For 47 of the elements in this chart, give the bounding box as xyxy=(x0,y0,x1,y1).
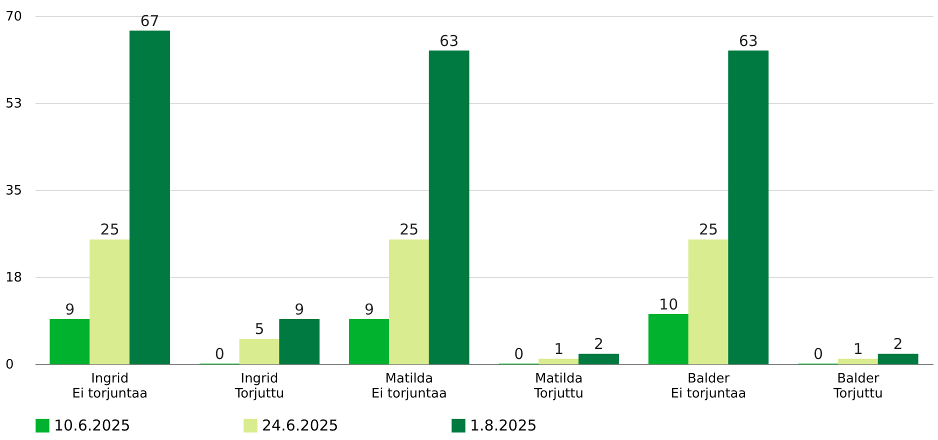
y-tick-label: 18 xyxy=(6,270,22,286)
bar xyxy=(239,338,280,364)
bar xyxy=(50,319,90,364)
data-label: 2 xyxy=(893,335,903,354)
data-label: 25 xyxy=(698,220,718,239)
y-tick-label: 0 xyxy=(6,358,14,372)
data-label: 0 xyxy=(813,345,824,363)
bar xyxy=(538,358,580,364)
bar xyxy=(578,354,619,364)
bar xyxy=(90,239,130,364)
data-label: 0 xyxy=(514,345,524,363)
y-tick-label: 35 xyxy=(6,184,22,198)
data-label: 63 xyxy=(440,32,459,50)
bar xyxy=(878,354,918,364)
data-label: 1 xyxy=(853,340,863,358)
legend-label: 10.6.2025 xyxy=(54,416,130,435)
bar xyxy=(428,50,470,364)
data-label: 9 xyxy=(294,300,304,318)
bar xyxy=(279,319,320,364)
data-label: 25 xyxy=(400,220,419,239)
data-label: 5 xyxy=(254,320,264,338)
data-label: 63 xyxy=(738,32,758,50)
x-tick-label: Ingrid Torjuttu xyxy=(234,372,284,402)
data-label: 0 xyxy=(214,345,224,363)
x-tick-label: Matilda Ei torjuntaa xyxy=(371,372,447,402)
data-label: 10 xyxy=(659,295,678,314)
bar xyxy=(728,50,769,364)
bar xyxy=(648,314,689,364)
x-tick-label: Balder Torjuttu xyxy=(832,372,883,402)
data-label: 9 xyxy=(65,300,75,318)
legend-label: 24.6.2025 xyxy=(262,416,338,435)
legend-label: 1.8.2025 xyxy=(470,416,537,435)
bar xyxy=(349,319,390,364)
bar xyxy=(388,239,430,364)
data-label: 25 xyxy=(100,220,120,239)
data-label: 1 xyxy=(554,340,564,358)
bar xyxy=(838,358,878,364)
bar xyxy=(688,239,729,364)
data-label: 2 xyxy=(594,335,604,354)
x-tick-label: Balder Ei torjuntaa xyxy=(670,372,746,402)
y-tick-label: 53 xyxy=(6,96,22,112)
bar xyxy=(130,30,170,364)
y-tick-label: 70 xyxy=(6,10,22,24)
x-tick-label: Matilda Torjuttu xyxy=(533,372,584,402)
data-label: 9 xyxy=(364,300,374,318)
x-tick-label: Ingrid Ei torjuntaa xyxy=(72,372,148,402)
data-label: 67 xyxy=(140,12,160,30)
